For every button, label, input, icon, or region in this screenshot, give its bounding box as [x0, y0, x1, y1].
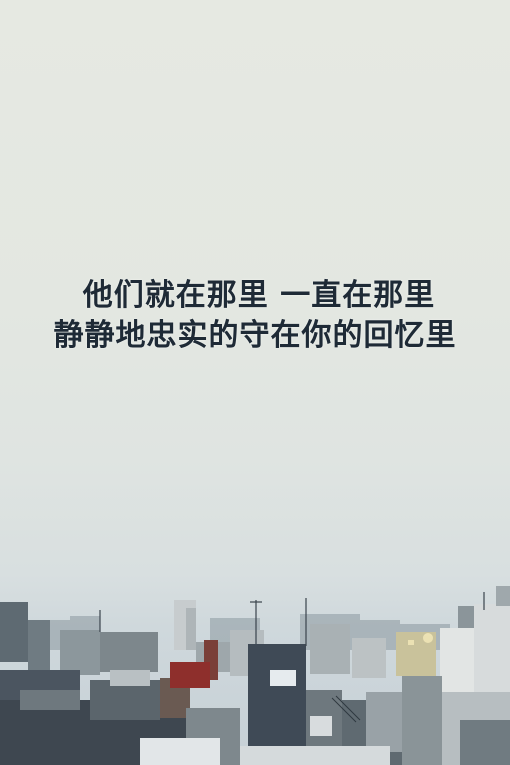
city-skyline — [0, 586, 510, 765]
quote-line-2: 静静地忠实的守在你的回忆里 — [53, 318, 457, 353]
quote-text: 他们就在那里 一直在那里 静静地忠实的守在你的回忆里 — [0, 276, 510, 356]
quote-line-1: 他们就在那里 一直在那里 — [82, 278, 436, 313]
